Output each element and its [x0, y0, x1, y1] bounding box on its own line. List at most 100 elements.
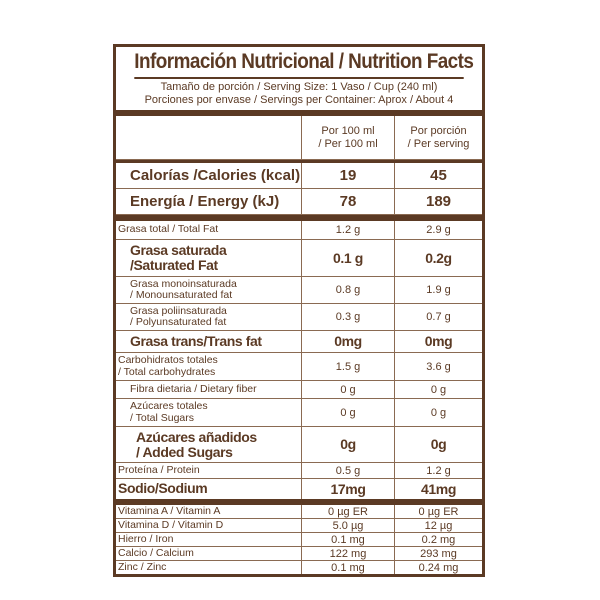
thick-divider — [116, 110, 482, 116]
nutrient-row-total-fat: Grasa total / Total Fat 1.2 g 2.9 g — [116, 221, 482, 240]
vitamin-label: Hierro / Iron — [116, 533, 302, 546]
nutrient-row-sodium: Sodio/Sodium 17mg 41mg — [116, 479, 482, 499]
nutrient-label-line1: Carbohidratos totales — [118, 354, 218, 366]
vitamin-row-calcium: Calcio / Calcium 122 mg 293 mg — [116, 547, 482, 561]
servings-per-container: Porciones por envase / Servings per Cont… — [144, 94, 454, 106]
nutrient-label: Azúcares totales / Total Sugars — [116, 399, 302, 426]
calories-per-serving: 45 — [430, 167, 447, 184]
header-per-100ml: Por 100 ml / Per 100 ml — [302, 116, 395, 159]
vitamin-per-100ml: 0 µg ER — [302, 505, 395, 518]
nutrient-per-serving: 2.9 g — [426, 224, 451, 236]
vitamin-label: Vitamina D / Vitamin D — [116, 519, 302, 532]
nutrient-label: Grasa trans/Trans fat — [116, 331, 302, 352]
nutrient-per-serving: 0g — [430, 436, 447, 452]
nutrient-label-line2: / Total Sugars — [130, 411, 195, 424]
nutrient-label: Grasa total / Total Fat — [116, 221, 302, 239]
vitamin-per-serving: 0.24 mg — [418, 561, 459, 574]
header-per-serving-line1: Por porción — [410, 124, 467, 137]
nutrient-row-saturated-fat: Grasa saturada/Saturated Fat 0.1 g 0.2g — [116, 240, 482, 277]
nutrient-label-line1: Grasa monoinsaturada — [130, 277, 237, 290]
nutrient-per-100ml: 0 g — [302, 399, 395, 426]
energy-row: Energía / Energy (kJ) 78 189 — [116, 189, 482, 215]
nutrient-label: Grasa poliinsaturada / Polyunsaturated fa… — [116, 304, 302, 330]
nutrient-per-serving: 41mg — [421, 481, 456, 497]
energy-per-serving: 189 — [425, 193, 452, 210]
header-per-serving-line2: / Per serving — [407, 137, 470, 150]
thick-divider — [116, 499, 482, 505]
nutrient-per-100ml: 0.3 g — [302, 304, 395, 330]
nutrient-row-trans-fat: Grasa trans/Trans fat 0mg 0mg — [116, 331, 482, 353]
thick-divider — [116, 215, 482, 221]
nutrient-label-line2: / Polyunsaturated fat — [130, 316, 227, 328]
vitamin-per-100ml: 5.0 µg — [302, 519, 395, 532]
vitamin-row-vitamin-d: Vitamina D / Vitamin D 5.0 µg 12 µg — [116, 519, 482, 533]
label-title: Información Nutricional / Nutrition Fact… — [134, 47, 474, 79]
calories-row: Calorías /Calories (kcal) 19 45 — [116, 163, 482, 189]
vitamin-row-iron: Hierro / Iron 0.1 mg 0.2 mg — [116, 533, 482, 547]
nutrient-row-added-sugars: Azúcares añadidos / Added Sugars 0g 0g — [116, 427, 482, 463]
nutrient-label: Sodio/Sodium — [116, 479, 302, 499]
vitamin-per-serving: 0 µg ER — [418, 505, 459, 518]
nutrient-per-serving: 3.6 g — [426, 360, 451, 373]
vitamin-per-100ml: 0.1 mg — [302, 533, 395, 546]
vitamin-per-serving: 293 mg — [420, 547, 457, 560]
nutrient-label-line2: / Monounsaturated fat — [130, 289, 233, 301]
nutrient-label-line1: Grasa saturada — [130, 242, 227, 258]
nutrient-label: Proteína / Protein — [116, 463, 302, 478]
vitamin-row-zinc: Zinc / Zinc 0.1 mg 0.24 mg — [116, 561, 482, 574]
vitamin-per-serving: 12 µg — [424, 519, 453, 532]
nutrient-label-line2: / Total carbohydrates — [118, 365, 216, 378]
energy-label: Energía / Energy (kJ) — [116, 189, 302, 214]
header-per-100ml-line2: / Per 100 ml — [318, 137, 378, 150]
nutrient-label: Grasa saturada/Saturated Fat — [116, 240, 302, 276]
nutrient-per-100ml: 17mg — [302, 479, 395, 499]
nutrient-per-serving: 0 g — [430, 383, 447, 396]
vitamin-label: Vitamina A / Vitamin A — [116, 505, 302, 518]
column-header-row: Por 100 ml / Per 100 ml Por porción / Per … — [116, 116, 482, 160]
nutrient-label-line2: /Saturated Fat — [130, 257, 218, 273]
nutrient-label-line1: Azúcares totales — [130, 400, 208, 412]
nutrient-per-100ml: 0.5 g — [302, 463, 395, 478]
nutrient-per-serving: 0 g — [430, 406, 447, 419]
nutrient-per-100ml: 1.2 g — [302, 221, 395, 239]
nutrient-row-total-sugars: Azúcares totales / Total Sugars 0 g 0 g — [116, 399, 482, 427]
nutrient-per-100ml: 0.8 g — [302, 277, 395, 303]
energy-per-100ml: 78 — [302, 189, 395, 214]
vitamin-per-100ml: 122 mg — [302, 547, 395, 560]
nutrient-per-100ml: 1.5 g — [302, 353, 395, 380]
serving-info: Tamaño de porción / Serving Size: 1 Vaso… — [116, 79, 482, 110]
nutrient-label-line2: / Added Sugars — [136, 443, 233, 460]
nutrient-label-line1: Azúcares añadidos — [136, 428, 257, 445]
nutrient-row-polyunsaturated-fat: Grasa poliinsaturada / Polyunsaturated fa… — [116, 304, 482, 331]
header-per-serving: Por porción / Per serving — [395, 116, 482, 159]
vitamin-label: Calcio / Calcium — [116, 547, 302, 560]
nutrient-per-serving: 0.2g — [425, 249, 452, 266]
header-per-100ml-line1: Por 100 ml — [321, 124, 375, 137]
nutrient-label: Azúcares añadidos / Added Sugars — [116, 427, 302, 462]
vitamin-row-vitamin-a: Vitamina A / Vitamin A 0 µg ER 0 µg ER — [116, 505, 482, 519]
vitamin-label: Zinc / Zinc — [116, 561, 302, 574]
nutrient-per-100ml: 0g — [302, 427, 395, 462]
nutrient-per-serving: 1.9 g — [426, 284, 451, 296]
nutrient-row-dietary-fiber: Fibra dietaria / Dietary fiber 0 g 0 g — [116, 381, 482, 399]
nutrient-row-monounsaturated-fat: Grasa monoinsaturada / Monounsaturated fa… — [116, 277, 482, 304]
nutrition-facts-label: Información Nutricional / Nutrition Fact… — [113, 44, 485, 577]
serving-size: Tamaño de porción / Serving Size: 1 Vaso… — [160, 81, 438, 93]
nutrient-label: Carbohidratos totales / Total carbohydrat… — [116, 353, 302, 380]
header-blank — [116, 116, 302, 159]
nutrient-row-total-carbohydrates: Carbohidratos totales / Total carbohydrat… — [116, 353, 482, 381]
calories-label: Calorías /Calories (kcal) — [116, 163, 302, 188]
nutrient-label: Fibra dietaria / Dietary fiber — [116, 381, 302, 398]
nutrient-per-serving: 0mg — [424, 333, 453, 349]
calories-per-100ml: 19 — [302, 163, 395, 188]
nutrient-label-line1: Grasa poliinsaturada — [130, 304, 227, 317]
vitamin-per-100ml: 0.1 mg — [302, 561, 395, 574]
nutrient-per-100ml: 0 g — [302, 381, 395, 398]
vitamin-per-serving: 0.2 mg — [421, 533, 456, 546]
divider — [116, 160, 482, 163]
nutrient-per-100ml: 0mg — [302, 331, 395, 352]
nutrient-per-100ml: 0.1 g — [302, 240, 395, 276]
nutrient-label: Grasa monoinsaturada / Monounsaturated fa… — [116, 277, 302, 303]
nutrient-per-serving: 0.7 g — [426, 311, 451, 323]
nutrient-row-protein: Proteína / Protein 0.5 g 1.2 g — [116, 463, 482, 479]
